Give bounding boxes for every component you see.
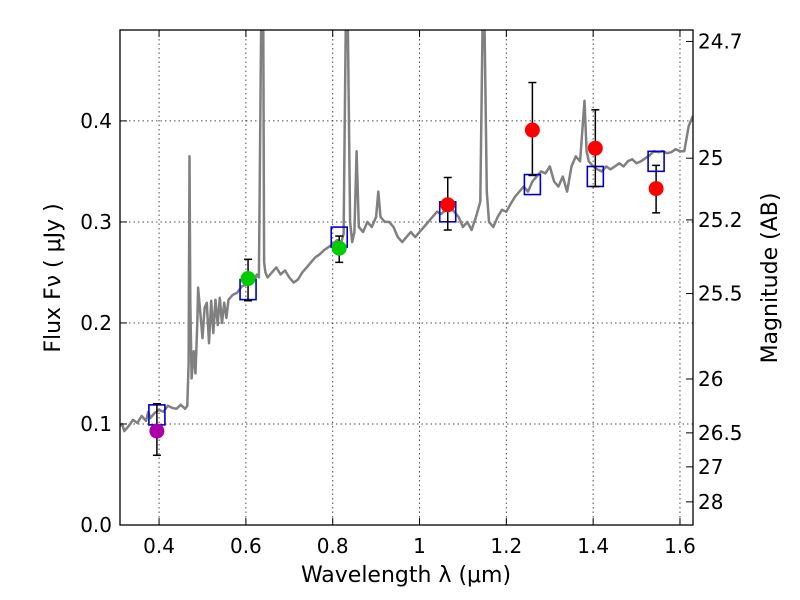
- x-axis-label: Wavelength λ (μm): [301, 563, 511, 588]
- x-tick-label: 0.6: [230, 534, 262, 558]
- y-tick-label: 0.4: [80, 109, 112, 133]
- y2-tick-label: 25.5: [698, 282, 743, 306]
- y-tick-label: 0.1: [80, 412, 112, 436]
- y2-tick-label: 26: [698, 367, 723, 391]
- gridlines: [120, 30, 693, 526]
- y-tick-label: 0.0: [80, 513, 112, 537]
- y2-tick-label: 24.7: [698, 29, 743, 53]
- y2-tick-label: 26.5: [698, 421, 743, 445]
- plot-frame: [119, 29, 694, 526]
- x-tick-label: 1: [413, 534, 426, 558]
- y-tick-label: 0.2: [80, 311, 112, 335]
- x-tick-label: 0.4: [143, 534, 175, 558]
- x-tick-label: 0.8: [317, 534, 349, 558]
- x-tick-label: 1.2: [490, 534, 522, 558]
- y2-axis-label: Magnitude (AB): [758, 193, 783, 364]
- y2-tick-label: 25.2: [698, 208, 743, 232]
- observed-photometry-point: [240, 271, 256, 287]
- observed-photometry-point: [524, 122, 540, 138]
- observed-photometry-point: [648, 181, 664, 197]
- plot-area: [120, 30, 693, 457]
- model-sed-line: [120, 30, 693, 433]
- x-tick-label: 1.6: [664, 534, 696, 558]
- y2-axis: 24.7 25 25.2 25.5 26 26.5 27 28: [686, 29, 743, 514]
- y-axis-label: Flux Fν ( μJy ): [41, 203, 66, 352]
- observed-photometry-point: [440, 197, 456, 213]
- observed-photometry-point: [331, 240, 347, 256]
- y2-tick-label: 27: [698, 455, 723, 479]
- y2-tick-label: 25: [698, 146, 723, 170]
- x-axis: 0.4 0.6 0.8 1 1.2 1.4 1.6: [143, 30, 696, 558]
- y-axis: 0.0 0.1 0.2 0.3 0.4: [80, 109, 127, 537]
- observed-photometry-point: [149, 423, 165, 439]
- y-tick-label: 0.3: [80, 210, 112, 234]
- y2-tick-label: 28: [698, 490, 723, 514]
- x-tick-label: 1.4: [577, 534, 609, 558]
- observed-photometry-point: [587, 140, 603, 156]
